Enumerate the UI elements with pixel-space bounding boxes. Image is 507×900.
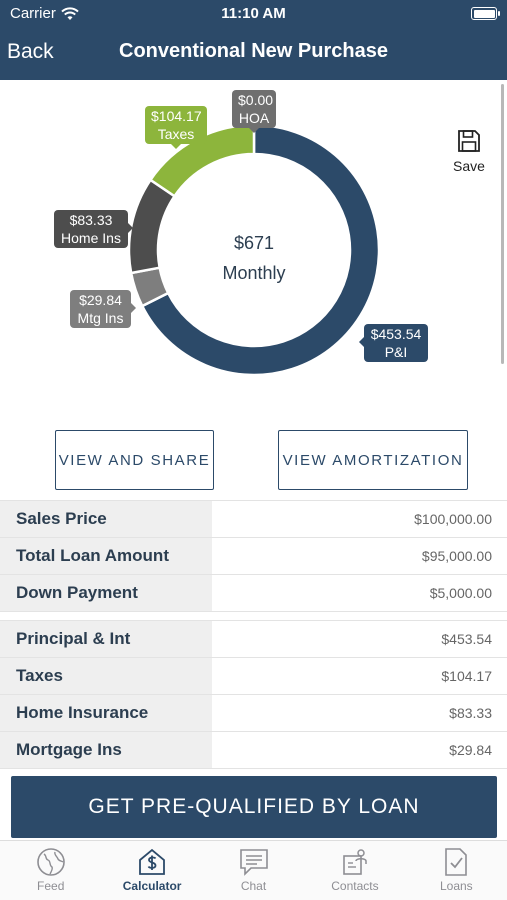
wifi-icon — [61, 6, 79, 20]
back-button[interactable]: Back — [7, 40, 54, 63]
loan-summary-table: Sales Price $100,000.00 Total Loan Amoun… — [0, 500, 507, 612]
slice-amount: $0.00 — [238, 92, 274, 108]
monthly-total: $671 — [233, 233, 275, 253]
tab-feed[interactable]: Feed — [0, 841, 101, 900]
slice-amount: $104.17 — [151, 108, 202, 124]
contacts-icon — [343, 849, 367, 875]
row-label: Mortgage Ins — [0, 732, 212, 768]
carrier-indicator: Carrier — [10, 5, 79, 22]
slice-amount: $29.84 — [79, 292, 122, 308]
chart-label-pi: $453.54 P&I — [359, 324, 428, 362]
row-value: $453.54 — [441, 631, 492, 647]
page-title: Conventional New Purchase — [119, 40, 388, 62]
table-row: Sales Price $100,000.00 — [0, 501, 507, 538]
view-amortization-button[interactable]: VIEW AMORTIZATION — [278, 430, 468, 490]
slice-name: P&I — [384, 344, 408, 360]
table-row: Mortgage Ins $29.84 — [0, 732, 507, 769]
slice-amount: $453.54 — [370, 326, 422, 342]
tab-chat[interactable]: Chat — [203, 841, 304, 900]
row-label: Down Payment — [0, 575, 212, 611]
save-label: Save — [453, 158, 485, 174]
nav-bar: Carrier 11:10 AM Back Conventional New P… — [0, 0, 507, 80]
slice-name: Taxes — [157, 126, 195, 142]
row-label: Total Loan Amount — [0, 538, 212, 574]
table-row: Home Insurance $83.33 — [0, 695, 507, 732]
carrier-label: Carrier — [10, 5, 56, 22]
row-value: $104.17 — [441, 668, 492, 684]
chart-label-taxes: $104.17 Taxes — [145, 106, 207, 149]
tab-label: Chat — [240, 879, 267, 893]
payment-breakdown-table: Principal & Int $453.54 Taxes $104.17 Ho… — [0, 620, 507, 769]
document-check-icon — [445, 848, 468, 876]
get-prequalified-button[interactable]: GET PRE-QUALIFIED BY LOAN — [11, 776, 497, 838]
row-value: $95,000.00 — [421, 548, 492, 564]
tab-label: Contacts — [331, 879, 379, 893]
chart-label-mtg-ins: $29.84 Mtg Ins — [70, 290, 136, 328]
tab-calculator[interactable]: Calculator — [101, 841, 202, 900]
table-row: Total Loan Amount $95,000.00 — [0, 538, 507, 575]
tab-bar: Feed Calculator Chat Contacts — [0, 840, 507, 900]
slice-amount: $83.33 — [69, 212, 113, 228]
tab-label: Calculator — [122, 879, 182, 893]
chart-label-home-ins: $83.33 Home Ins — [54, 210, 133, 248]
calculator-dollar-icon — [139, 848, 166, 875]
table-row: Principal & Int $453.54 — [0, 621, 507, 658]
slice-name: Mtg Ins — [77, 310, 124, 326]
scrollbar[interactable] — [501, 84, 504, 364]
table-row: Taxes $104.17 — [0, 658, 507, 695]
tab-label: Feed — [37, 879, 65, 893]
slice-name: HOA — [238, 110, 270, 126]
monthly-label: Monthly — [222, 263, 286, 283]
row-value: $83.33 — [449, 705, 492, 721]
row-value: $100,000.00 — [414, 511, 492, 527]
slice-name: Home Ins — [61, 230, 121, 246]
chart-label-hoa: $0.00 HOA — [232, 90, 276, 133]
clock: 11:10 AM — [221, 5, 286, 22]
globe-icon — [36, 848, 65, 876]
view-and-share-button[interactable]: VIEW AND SHARE — [55, 430, 214, 490]
battery-icon — [471, 7, 500, 20]
chat-icon — [239, 849, 268, 876]
tab-label: Loans — [439, 879, 473, 893]
tab-loans[interactable]: Loans — [406, 841, 507, 900]
row-label: Sales Price — [0, 501, 212, 537]
status-bar: Carrier 11:10 AM — [0, 5, 507, 25]
row-value: $29.84 — [449, 742, 492, 758]
save-button[interactable]: Save — [446, 128, 492, 174]
table-row: Down Payment $5,000.00 — [0, 575, 507, 612]
floppy-disk-icon — [458, 130, 480, 152]
tab-contacts[interactable]: Contacts — [304, 841, 405, 900]
row-label: Taxes — [0, 658, 212, 694]
row-label: Principal & Int — [0, 621, 212, 657]
row-label: Home Insurance — [0, 695, 212, 731]
row-value: $5,000.00 — [429, 585, 492, 601]
